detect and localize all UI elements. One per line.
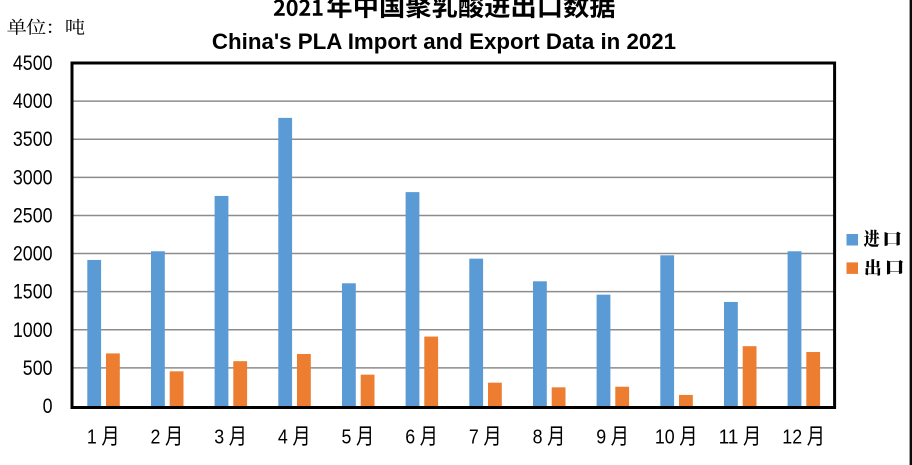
svg-text:1500: 1500 <box>13 281 53 304</box>
svg-text:1000: 1000 <box>13 319 53 342</box>
svg-text:3000: 3000 <box>13 166 53 189</box>
svg-text:2: 2 <box>151 427 161 449</box>
svg-text:4: 4 <box>278 427 288 449</box>
svg-text:6: 6 <box>405 427 415 449</box>
svg-text:12: 12 <box>782 427 802 449</box>
svg-text:8: 8 <box>533 427 543 449</box>
svg-text:3500: 3500 <box>13 128 53 151</box>
svg-text:9: 9 <box>596 427 606 449</box>
svg-text:1: 1 <box>87 427 97 449</box>
svg-text:4000: 4000 <box>13 90 53 113</box>
svg-text:5: 5 <box>342 427 352 449</box>
svg-text:500: 500 <box>23 357 53 380</box>
svg-text:11: 11 <box>719 427 739 449</box>
svg-text:0: 0 <box>43 395 53 418</box>
svg-text:China's PLA Import and Export: China's PLA Import and Export Data in 20… <box>212 29 676 54</box>
svg-text:2500: 2500 <box>13 204 53 227</box>
svg-text:4500: 4500 <box>13 52 53 75</box>
svg-text:7: 7 <box>469 427 479 449</box>
svg-text:2000: 2000 <box>13 243 53 266</box>
svg-text:10: 10 <box>655 427 675 449</box>
svg-text:3: 3 <box>214 427 224 449</box>
